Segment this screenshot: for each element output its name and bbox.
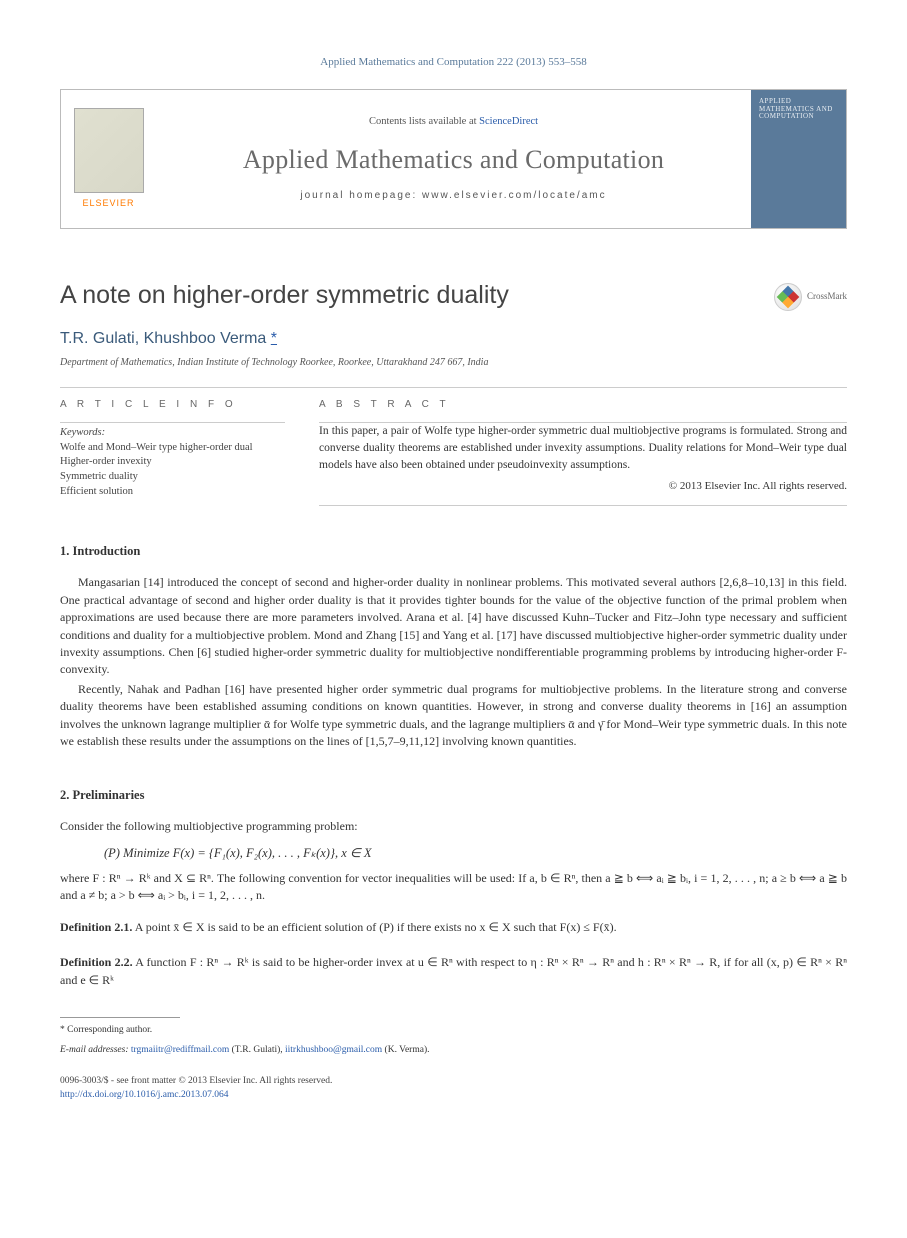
doi-link[interactable]: http://dx.doi.org/10.1016/j.amc.2013.07.… [60, 1090, 228, 1100]
copyright-line: © 2013 Elsevier Inc. All rights reserved… [319, 479, 847, 495]
header-citation: Applied Mathematics and Computation 222 … [60, 55, 847, 71]
authors-line: T.R. Gulati, Khushboo Verma * [60, 327, 847, 350]
problem-formula: (P) Minimize F(x) = {F₁(x), F₂(x), . . .… [104, 844, 847, 862]
intro-paragraph-1: Mangasarian [14] introduced the concept … [60, 574, 847, 678]
contents-prefix: Contents lists available at [369, 116, 479, 127]
crossmark-badge[interactable]: CrossMark [774, 283, 847, 311]
corresponding-author-footnote: * Corresponding author. [60, 1024, 847, 1038]
email-footnote: E-mail addresses: trgmaiitr@rediffmail.c… [60, 1044, 847, 1058]
footnote-separator [60, 1017, 180, 1018]
crossmark-label: CrossMark [807, 290, 847, 303]
email-who-2: (K. Verma). [382, 1045, 429, 1055]
bottom-metadata: 0096-3003/$ - see front matter © 2013 El… [60, 1075, 847, 1103]
email-label: E-mail addresses: [60, 1045, 131, 1055]
article-info-column: A R T I C L E I N F O Keywords: Wolfe an… [60, 398, 285, 506]
corresponding-marker[interactable]: * [271, 330, 277, 347]
prelim-intro: Consider the following multiobjective pr… [60, 818, 847, 835]
masthead-center: Contents lists available at ScienceDirec… [156, 90, 751, 228]
definition-2-1: Definition 2.1. A point x̄ ∈ X is said t… [60, 919, 847, 936]
journal-homepage: journal homepage: www.elsevier.com/locat… [300, 189, 606, 204]
author-names: T.R. Gulati, Khushboo Verma [60, 330, 266, 347]
crossmark-icon [774, 283, 802, 311]
divider [60, 387, 847, 388]
journal-name: Applied Mathematics and Computation [243, 141, 664, 179]
email-who-1: (T.R. Gulati), [229, 1045, 285, 1055]
journal-masthead: ELSEVIER Contents lists available at Sci… [60, 89, 847, 229]
contents-available: Contents lists available at ScienceDirec… [369, 114, 538, 129]
section-2-heading: 2. Preliminaries [60, 786, 847, 804]
definition-2-2: Definition 2.2. A function F : Rⁿ → Rᵏ i… [60, 954, 847, 989]
prelim-where: where F : Rⁿ → Rᵏ and X ⊆ Rⁿ. The follow… [60, 870, 847, 905]
article-info-label: A R T I C L E I N F O [60, 398, 285, 413]
journal-cover-thumbnail: APPLIED MATHEMATICS AND COMPUTATION [751, 90, 846, 228]
abstract-column: A B S T R A C T In this paper, a pair of… [319, 398, 847, 506]
keywords-list: Wolfe and Mond–Weir type higher-order du… [60, 441, 285, 500]
abstract-label: A B S T R A C T [319, 398, 847, 413]
publisher-name: ELSEVIER [82, 197, 134, 210]
divider [60, 422, 285, 423]
intro-paragraph-2: Recently, Nahak and Padhan [16] have pre… [60, 681, 847, 751]
section-1-heading: 1. Introduction [60, 542, 847, 560]
email-link-1[interactable]: trgmaiitr@rediffmail.com [131, 1045, 229, 1055]
elsevier-tree-icon [74, 108, 144, 193]
sciencedirect-link[interactable]: ScienceDirect [479, 116, 538, 127]
front-matter-line: 0096-3003/$ - see front matter © 2013 El… [60, 1075, 847, 1089]
cover-title-text: APPLIED MATHEMATICS AND COMPUTATION [759, 98, 838, 121]
affiliation: Department of Mathematics, Indian Instit… [60, 356, 847, 371]
keywords-head: Keywords: [60, 425, 285, 440]
email-link-2[interactable]: iitrkhushboo@gmail.com [285, 1045, 382, 1055]
publisher-block: ELSEVIER [61, 90, 156, 228]
abstract-text: In this paper, a pair of Wolfe type high… [319, 423, 847, 473]
divider [319, 505, 847, 506]
paper-title: A note on higher-order symmetric duality [60, 277, 509, 313]
